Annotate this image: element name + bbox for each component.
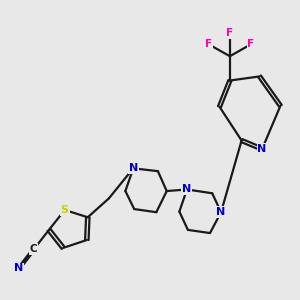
Text: F: F	[248, 39, 255, 49]
Text: N: N	[216, 207, 226, 217]
Text: F: F	[205, 39, 212, 49]
Text: S: S	[61, 205, 69, 215]
Text: N: N	[14, 263, 24, 273]
Text: N: N	[182, 184, 192, 194]
Text: F: F	[226, 28, 233, 38]
Text: N: N	[129, 163, 138, 173]
Text: C: C	[29, 244, 37, 254]
Text: N: N	[257, 144, 267, 154]
